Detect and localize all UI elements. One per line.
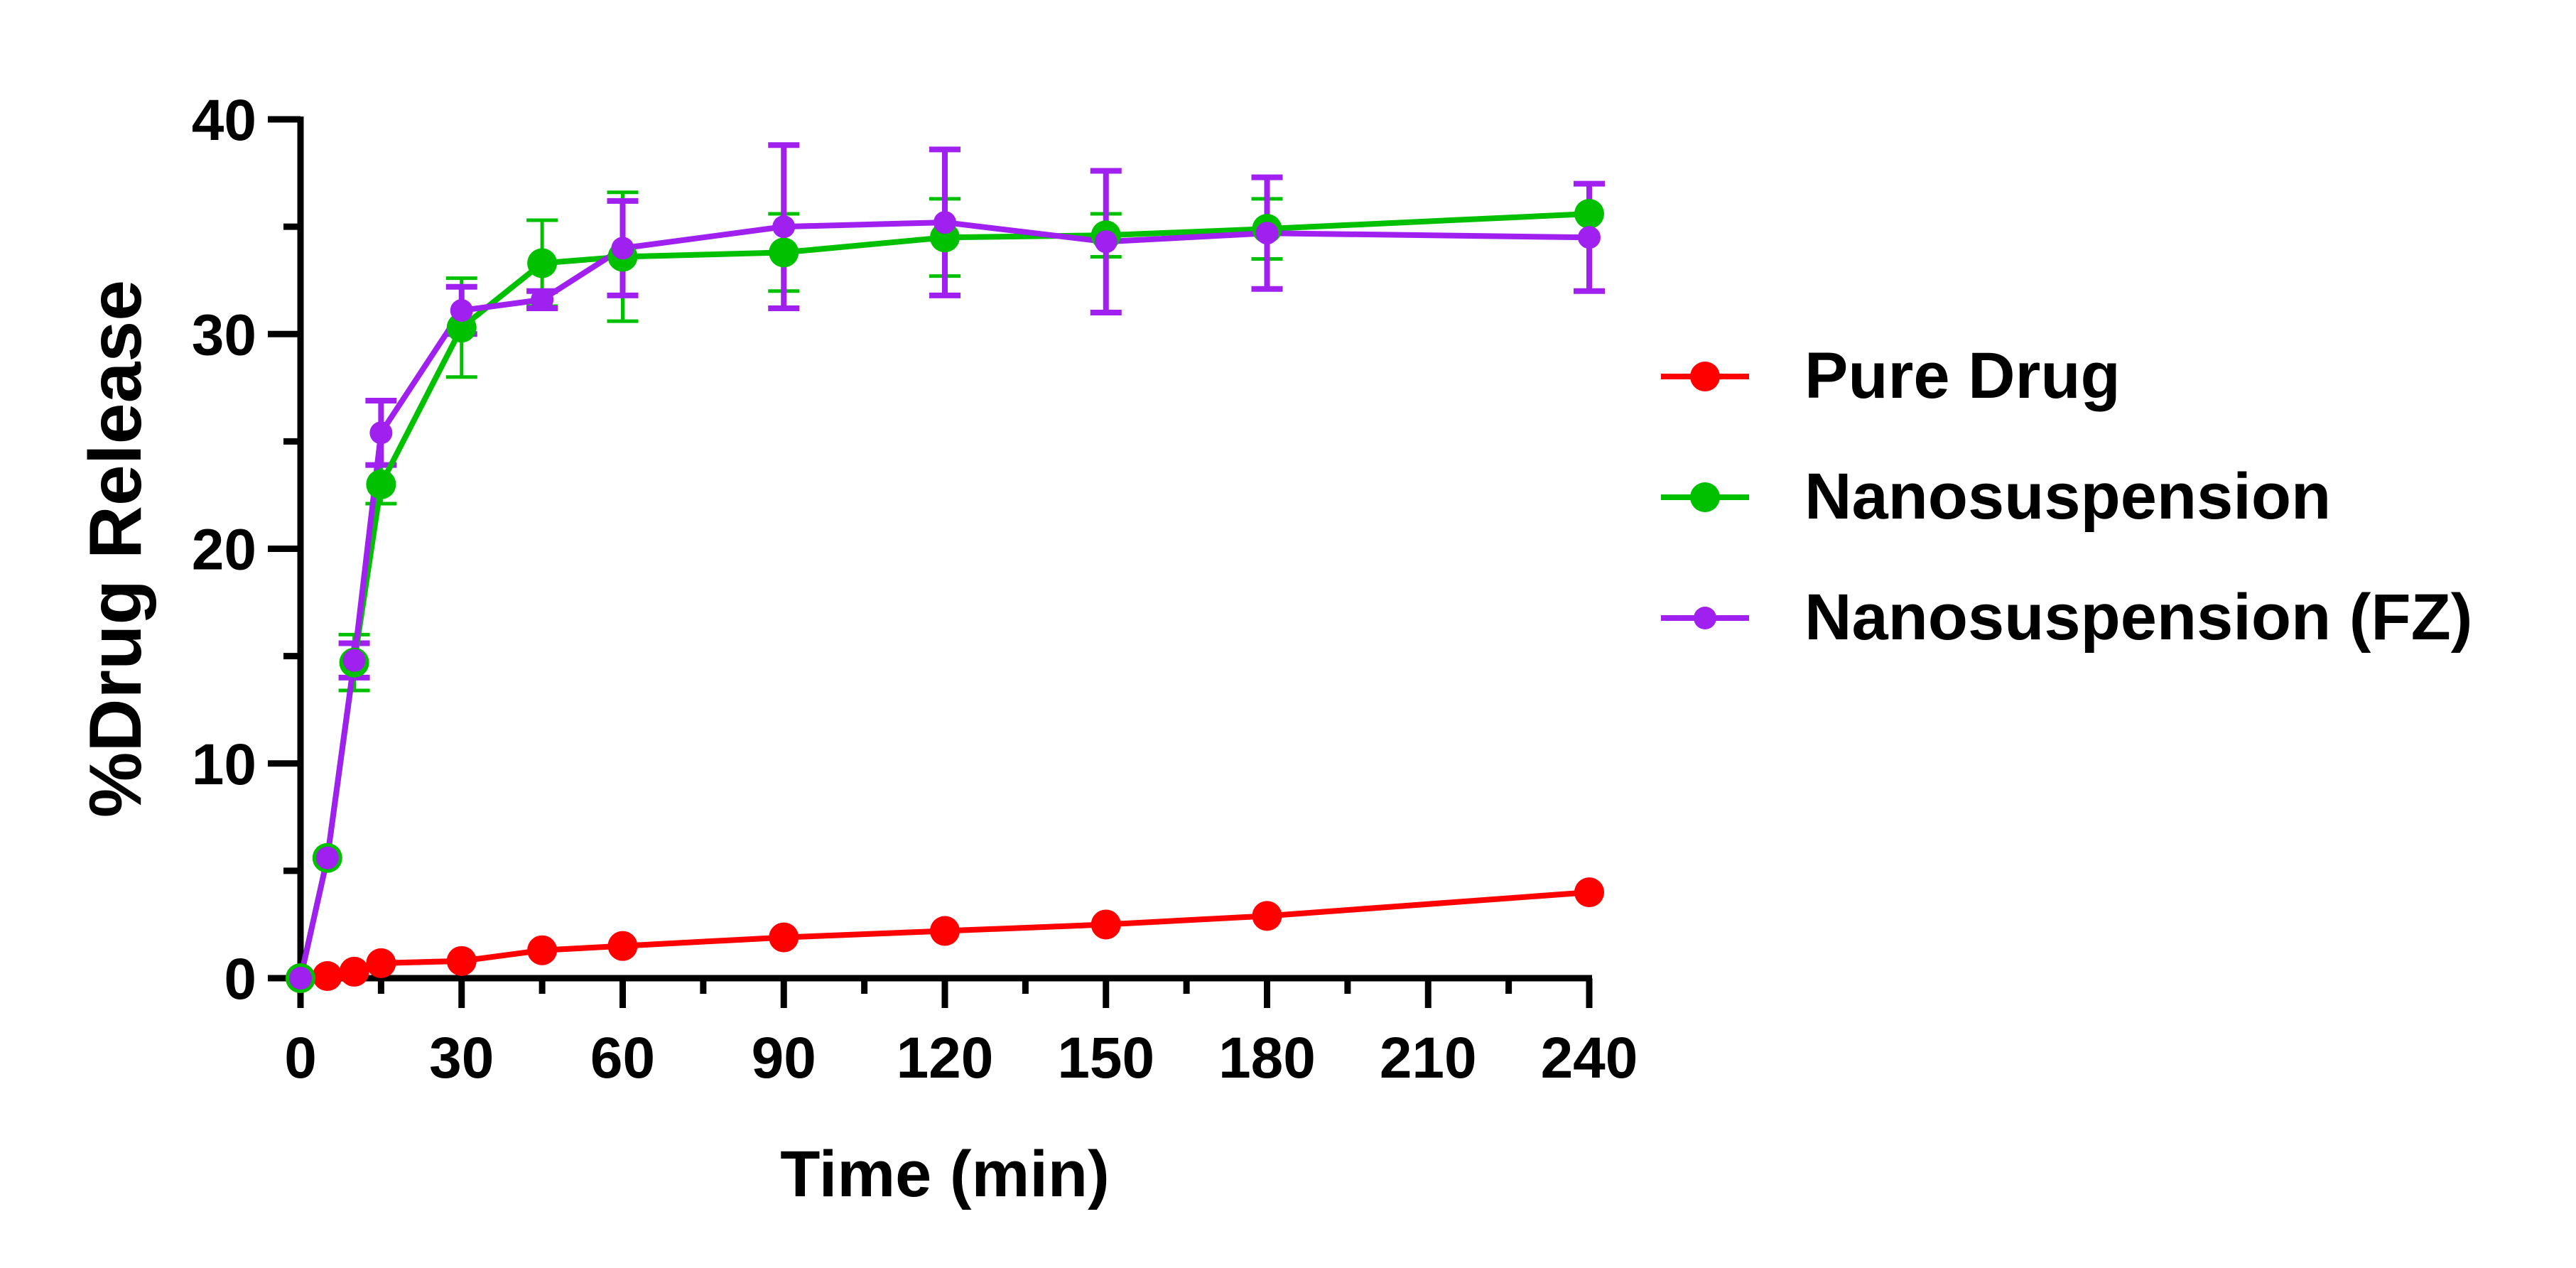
- data-point: [531, 288, 554, 311]
- data-point: [369, 421, 393, 445]
- data-point: [366, 469, 396, 499]
- data-point: [1255, 222, 1279, 245]
- data-point: [930, 916, 960, 946]
- legend-swatch-marker: [1694, 607, 1716, 629]
- y-tick-label: 40: [192, 88, 256, 153]
- x-axis-title: Time (min): [780, 1138, 1109, 1210]
- data-point: [607, 931, 638, 961]
- series-line-2: [298, 210, 1590, 979]
- data-point: [1252, 901, 1282, 931]
- data-point: [450, 299, 473, 323]
- legend-swatch-marker: [1690, 362, 1720, 391]
- legend-label: Pure Drug: [1804, 340, 2121, 412]
- y-tick-label: 10: [192, 732, 256, 797]
- axes-group: 0 10 20 30 40 0 30 60 90 120 150 180 210 240: [192, 88, 1638, 1090]
- legend-label: Nanosuspension: [1804, 460, 2331, 533]
- x-tick-label: 60: [590, 1026, 655, 1090]
- x-tick-label: 120: [897, 1026, 994, 1090]
- data-point: [933, 211, 956, 234]
- data-point: [289, 967, 312, 990]
- x-tick-label: 210: [1380, 1026, 1477, 1090]
- data-point: [611, 237, 634, 260]
- legend-swatch-marker: [1690, 482, 1720, 512]
- data-point: [527, 248, 558, 278]
- data-point: [339, 956, 369, 987]
- data-point: [1578, 226, 1601, 249]
- data-point: [1091, 909, 1121, 940]
- series-line-3: [298, 220, 1590, 979]
- series-lines-group: [298, 210, 1590, 981]
- legend-label: Nanosuspension (FZ): [1804, 581, 2472, 654]
- data-point: [772, 215, 796, 239]
- x-tick-label: 180: [1218, 1026, 1316, 1090]
- x-tick-label: 240: [1541, 1026, 1638, 1090]
- data-point: [315, 846, 339, 869]
- legend: Pure Drug Nanosuspension Nanosuspension (F…: [1661, 340, 2472, 654]
- data-point: [1574, 877, 1604, 908]
- data-point: [527, 935, 558, 965]
- data-point: [769, 922, 799, 953]
- y-axis-title: %Drug Release: [75, 280, 157, 818]
- x-tick-label: 90: [752, 1026, 816, 1090]
- y-tick-label: 0: [224, 947, 256, 1012]
- data-point: [1094, 230, 1117, 254]
- data-point: [769, 237, 799, 268]
- x-tick-label: 150: [1057, 1026, 1154, 1090]
- data-point: [342, 649, 366, 672]
- x-tick-label: 30: [429, 1026, 494, 1090]
- data-points-group: [286, 198, 1604, 993]
- y-tick-label: 30: [192, 303, 256, 367]
- data-point: [1574, 198, 1604, 229]
- data-point: [446, 313, 477, 343]
- data-point: [366, 948, 396, 978]
- y-tick-label: 20: [192, 518, 256, 582]
- data-point: [446, 945, 477, 976]
- x-tick-label: 0: [284, 1026, 317, 1090]
- data-point: [312, 960, 342, 991]
